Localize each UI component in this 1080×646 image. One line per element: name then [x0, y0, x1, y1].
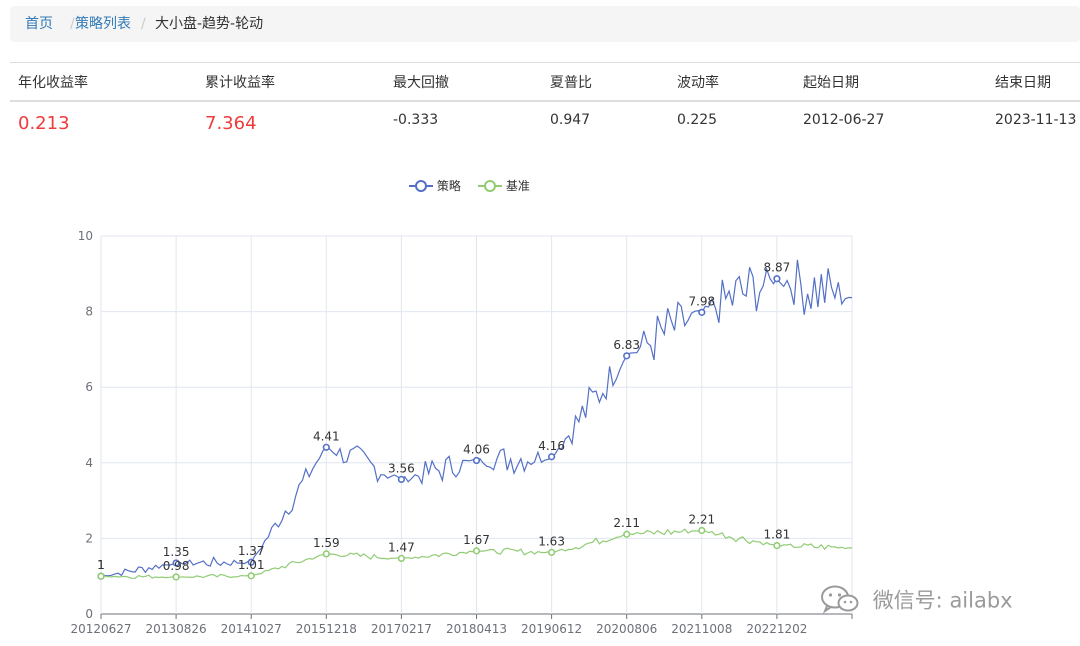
value-sharpe: 0.947 [550, 112, 591, 128]
data-label-strategy: 4.06 [463, 443, 490, 457]
legend-item-strategy[interactable]: 策略 [409, 176, 461, 196]
x-tick-label: 20151218 [296, 622, 357, 636]
data-point-benchmark [472, 547, 481, 555]
data-label-strategy: 1 [97, 558, 105, 572]
data-point-strategy [172, 559, 180, 567]
data-label-strategy: 8.87 [764, 261, 791, 275]
data-point-benchmark [172, 573, 180, 581]
x-tick-label: 20190612 [521, 622, 582, 636]
y-tick-label: 8 [85, 305, 93, 319]
value-end-date: 2023-11-13 [995, 112, 1077, 128]
breadcrumb-separator: / [70, 16, 75, 32]
x-tick-label: 20211008 [671, 622, 732, 636]
data-label-benchmark: 0.98 [163, 559, 190, 573]
x-tick-label: 20180413 [446, 622, 507, 636]
data-label-benchmark: 2.21 [688, 512, 715, 526]
data-point-benchmark [623, 530, 631, 538]
data-point-strategy [547, 453, 556, 461]
breadcrumb-current: 大小盘-趋势-轮动 [155, 16, 264, 32]
data-label-strategy: 4.41 [313, 429, 340, 443]
x-tick-label: 20200806 [596, 622, 657, 636]
data-label-strategy: 7.98 [688, 294, 715, 308]
x-tick-label: 20170217 [371, 622, 432, 636]
y-tick-label: 0 [85, 607, 93, 621]
legend-marker-benchmark [478, 180, 502, 192]
data-point-benchmark [698, 526, 706, 535]
breadcrumb-separator: / [141, 16, 146, 32]
data-label-strategy: 4.16 [538, 439, 565, 453]
data-point-strategy [623, 352, 631, 360]
data-point-benchmark [773, 541, 781, 550]
header-end-date: 结束日期 [995, 75, 1051, 91]
header-annual-return: 年化收益率 [18, 75, 88, 91]
y-tick-label: 2 [85, 531, 93, 545]
data-label-strategy: 3.56 [388, 461, 415, 475]
header-cumulative-return: 累计收益率 [205, 75, 275, 91]
table-header-border [10, 100, 1080, 102]
header-max-drawdown: 最大回撤 [393, 75, 449, 91]
data-point-benchmark [322, 550, 330, 558]
data-point-benchmark [247, 572, 255, 580]
x-tick-label: 20221202 [746, 622, 807, 636]
x-tick-label: 20120627 [70, 622, 131, 636]
legend-item-benchmark[interactable]: 基准 [478, 176, 530, 196]
data-point-strategy [247, 558, 255, 566]
data-point-strategy [472, 456, 481, 465]
data-point-benchmark [397, 554, 406, 563]
data-label-benchmark: 2.11 [613, 516, 640, 530]
y-tick-label: 10 [78, 229, 93, 243]
data-label-benchmark: 1.59 [313, 536, 340, 550]
data-label-strategy: 1.35 [163, 545, 190, 559]
data-point-strategy [698, 308, 706, 316]
data-label-strategy: 1.37 [238, 544, 265, 558]
data-point-benchmark [547, 548, 556, 556]
legend-label-benchmark: 基准 [505, 179, 530, 193]
data-label-benchmark: 1.47 [388, 540, 415, 554]
data-label-strategy: 6.83 [613, 338, 640, 352]
table-top-border [10, 62, 1080, 63]
watermark-text: 微信号: ailabx [872, 588, 1013, 613]
breadcrumb: 首页 / 策略列表 / 大小盘-趋势-轮动 [10, 6, 1080, 42]
legend-label-strategy: 策略 [436, 179, 461, 193]
data-label-benchmark: 1.81 [764, 528, 791, 542]
value-max-drawdown: -0.333 [393, 112, 439, 128]
data-label-benchmark: 1 [97, 558, 105, 572]
y-tick-label: 6 [85, 380, 93, 394]
data-label-benchmark: 1.63 [538, 534, 565, 548]
value-start-date: 2012-06-27 [803, 112, 885, 128]
breadcrumb-strategy-list-link[interactable]: 策略列表 [75, 16, 131, 32]
header-volatility: 波动率 [677, 75, 719, 91]
x-tick-label: 20141027 [221, 622, 282, 636]
watermark: 微信号: ailabx [820, 584, 1013, 619]
data-label-benchmark: 1.01 [238, 558, 265, 572]
x-tick-label: 20130826 [146, 622, 207, 636]
legend-marker-strategy [409, 180, 433, 192]
value-volatility: 0.225 [677, 112, 718, 128]
data-label-benchmark: 1.67 [463, 533, 490, 547]
data-point-strategy [397, 475, 406, 484]
header-sharpe: 夏普比 [550, 75, 592, 91]
value-annual-return: 0.213 [18, 113, 70, 134]
wechat-icon [820, 584, 860, 619]
data-point-strategy [773, 275, 781, 283]
value-cumulative-return: 7.364 [205, 113, 257, 134]
header-start-date: 起始日期 [803, 75, 859, 91]
data-point-benchmark [97, 572, 105, 580]
y-tick-label: 4 [85, 456, 93, 470]
data-point-strategy [322, 443, 330, 451]
breadcrumb-home-link[interactable]: 首页 [25, 16, 53, 32]
